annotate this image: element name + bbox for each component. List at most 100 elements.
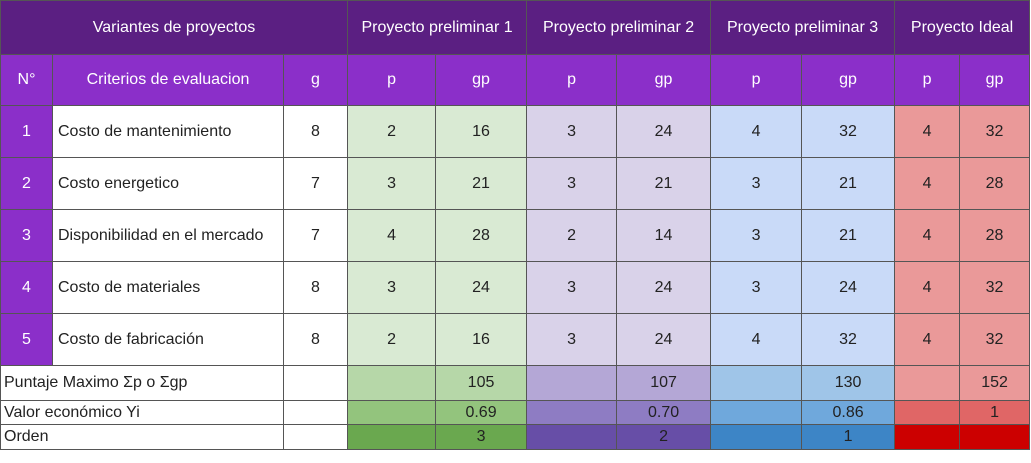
summary-gp1: 105	[435, 365, 528, 401]
gp3-value: 24	[801, 261, 896, 314]
valor-1: 0.69	[435, 400, 528, 425]
criterion-name: Costo de fabricación	[52, 313, 284, 366]
p1-value: 3	[347, 261, 437, 314]
gp3-value: 21	[801, 209, 896, 262]
p3-value: 3	[710, 209, 803, 262]
summary-p2-empty	[526, 365, 618, 401]
summary-empty	[282, 365, 349, 401]
orden-ideal	[959, 424, 1031, 450]
p2-value: 2	[526, 209, 618, 262]
gp-ideal-value: 32	[959, 105, 1031, 158]
weight-g: 7	[282, 209, 349, 262]
orden-p2-empty	[526, 424, 618, 450]
p3-value: 3	[710, 157, 803, 210]
gp1-value: 21	[435, 157, 528, 210]
header-criteria: Criterios de evaluacion	[52, 54, 284, 106]
row-number: 1	[0, 105, 53, 158]
p3-value: 4	[710, 105, 803, 158]
summary-gp2: 107	[616, 365, 712, 401]
criterion-name: Costo de materiales	[52, 261, 284, 314]
valor-ideal: 1	[959, 400, 1031, 425]
p1-value: 2	[347, 313, 437, 366]
orden-empty	[282, 424, 349, 450]
header-project-3: Proyecto preliminar 3	[710, 0, 896, 55]
header-num: N°	[0, 54, 53, 106]
header-p-ideal: p	[894, 54, 961, 106]
summary-gp3: 130	[801, 365, 896, 401]
row-number: 5	[0, 313, 53, 366]
p1-value: 2	[347, 105, 437, 158]
p-ideal-value: 4	[894, 105, 961, 158]
gp3-value: 21	[801, 157, 896, 210]
header-gp3: gp	[801, 54, 896, 106]
p3-value: 3	[710, 261, 803, 314]
header-project-1: Proyecto preliminar 1	[347, 0, 528, 55]
valor-label: Valor económico Yi	[0, 400, 284, 425]
gp2-value: 24	[616, 261, 712, 314]
gp-ideal-value: 28	[959, 157, 1031, 210]
orden-p1-empty	[347, 424, 437, 450]
gp2-value: 21	[616, 157, 712, 210]
table-row: 3 Disponibilidad en el mercado 7 4 28 2 …	[0, 209, 1031, 262]
gp-ideal-value: 32	[959, 313, 1031, 366]
weight-g: 7	[282, 157, 349, 210]
p2-value: 3	[526, 261, 618, 314]
p1-value: 4	[347, 209, 437, 262]
summary-p3-empty	[710, 365, 803, 401]
gp2-value: 14	[616, 209, 712, 262]
gp1-value: 24	[435, 261, 528, 314]
gp2-value: 24	[616, 313, 712, 366]
orden-p3-empty	[710, 424, 803, 450]
p2-value: 3	[526, 157, 618, 210]
gp1-value: 16	[435, 313, 528, 366]
gp-ideal-value: 32	[959, 261, 1031, 314]
valor-p2-empty	[526, 400, 618, 425]
p-ideal-value: 4	[894, 313, 961, 366]
valor-p1-empty	[347, 400, 437, 425]
evaluation-table: Variantes de proyectos Proyecto prelimin…	[0, 0, 1031, 450]
gp-ideal-value: 28	[959, 209, 1031, 262]
orden-2: 2	[616, 424, 712, 450]
valor-2: 0.70	[616, 400, 712, 425]
criterion-name: Costo de mantenimiento	[52, 105, 284, 158]
gp2-value: 24	[616, 105, 712, 158]
row-number: 2	[0, 157, 53, 210]
header-project-2: Proyecto preliminar 2	[526, 0, 712, 55]
valor-p3-empty	[710, 400, 803, 425]
p-ideal-value: 4	[894, 261, 961, 314]
orden-row: Orden 3 2 1	[0, 424, 1031, 450]
table-row: 4 Costo de materiales 8 3 24 3 24 3 24 4…	[0, 261, 1031, 314]
weight-g: 8	[282, 313, 349, 366]
table-row: 2 Costo energetico 7 3 21 3 21 3 21 4 28	[0, 157, 1031, 210]
valor-row: Valor económico Yi 0.69 0.70 0.86 1	[0, 400, 1031, 425]
orden-1: 3	[435, 424, 528, 450]
gp1-value: 16	[435, 105, 528, 158]
p-ideal-value: 4	[894, 157, 961, 210]
criterion-name: Costo energetico	[52, 157, 284, 210]
criterion-name: Disponibilidad en el mercado	[52, 209, 284, 262]
header-g: g	[282, 54, 349, 106]
weight-g: 8	[282, 261, 349, 314]
p3-value: 4	[710, 313, 803, 366]
summary-label: Puntaje Maximo Σp o Σgp	[0, 365, 284, 401]
header-variants: Variantes de proyectos	[0, 0, 349, 55]
summary-row: Puntaje Maximo Σp o Σgp 105 107 130 152	[0, 365, 1031, 401]
summary-p1-empty	[347, 365, 437, 401]
p2-value: 3	[526, 313, 618, 366]
summary-gp-ideal: 152	[959, 365, 1031, 401]
orden-3: 1	[801, 424, 896, 450]
valor-3: 0.86	[801, 400, 896, 425]
header-gp-ideal: gp	[959, 54, 1031, 106]
table-row: 5 Costo de fabricación 8 2 16 3 24 4 32 …	[0, 313, 1031, 366]
header-gp1: gp	[435, 54, 528, 106]
p-ideal-value: 4	[894, 209, 961, 262]
row-number: 3	[0, 209, 53, 262]
valor-empty	[282, 400, 349, 425]
header-p2: p	[526, 54, 618, 106]
row-number: 4	[0, 261, 53, 314]
p2-value: 3	[526, 105, 618, 158]
header-project-ideal: Proyecto Ideal	[894, 0, 1031, 55]
weight-g: 8	[282, 105, 349, 158]
header-p3: p	[710, 54, 803, 106]
header-row-top: Variantes de proyectos Proyecto prelimin…	[0, 0, 1031, 55]
